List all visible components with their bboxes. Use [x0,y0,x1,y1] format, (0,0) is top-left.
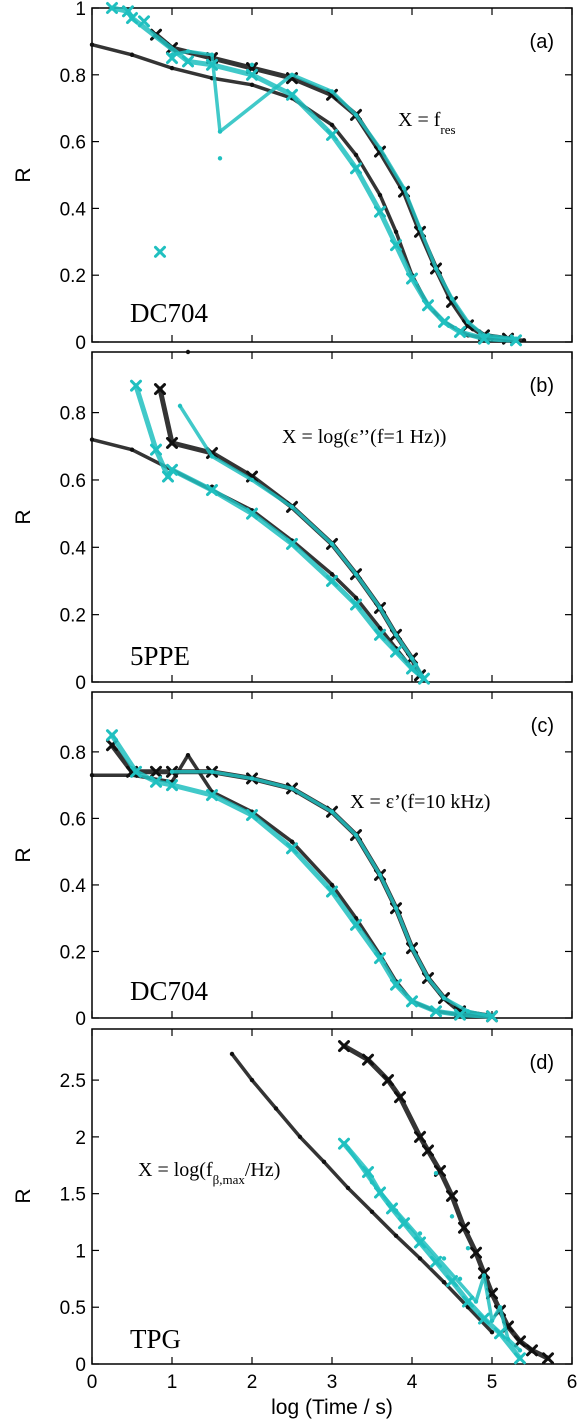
data-point-dot [449,1214,455,1219]
series-band [133,383,427,682]
panel-label: (d) [530,1052,554,1074]
series-cyan-cross [338,1137,526,1365]
formula-label: X = log(ε’’(f=1 Hz)) [282,426,446,448]
series-cyan-dot [169,49,519,341]
y-tick-label: 0.2 [60,266,86,287]
y-tick-label: 0.6 [60,133,86,154]
y-tick-label: 0.8 [60,66,86,87]
panel-a: 0 0.2 0.4 0.6 0.8 1 R (a) DC704 X = fres [12,0,573,354]
x-axis-label: log (Time / s) [271,1396,393,1419]
sample-label: TPG [130,1324,181,1354]
y-tick-label: 0.5 [60,1298,86,1319]
data-point-dot [465,1245,471,1251]
y-tick-label: 1 [75,1241,86,1262]
plot-frame [91,691,573,1019]
series-band [170,770,494,1019]
data-point-cross [166,52,178,65]
series-cyan-cross [106,729,498,1023]
x-tick-label: 4 [407,1372,418,1393]
formula-label: X = ε’(f=10 kHz) [350,791,490,813]
series-black-cross [338,1040,554,1365]
y-tick-label: 0 [75,673,86,694]
y-tick-label: 0.2 [60,942,86,963]
data-point-cross [154,245,166,258]
plot-frame [91,7,573,343]
panel-label: (a) [530,31,554,53]
sample-label: DC704 [130,298,209,328]
series-band [153,32,511,342]
y-tick-label: 0 [75,1355,86,1376]
sample-label: 5PPE [130,641,190,671]
panel-b: 0 0.2 0.4 0.6 0.8 R (b) 5PPE X = log(ε’’(f=1 Hz)… [12,349,573,694]
series-cyan-dot [169,769,495,1019]
series-band [178,404,426,681]
y-tick-label: 0.6 [60,471,86,492]
y-axis-label: R [12,509,35,524]
y-tick-label: 0.4 [60,199,87,220]
y-axis-label: R [12,167,35,182]
formula-label: X = fres [398,109,456,137]
y-tick-label: 0.8 [60,743,86,764]
series-band [90,42,526,343]
y-tick-label: 0 [75,333,86,354]
y-tick-label: 1.5 [60,1185,86,1206]
x-tick-label: 3 [327,1372,338,1393]
x-tick-label: 6 [567,1372,578,1393]
y-tick-label: 0.4 [60,538,87,559]
y-tick-label: 0 [75,1009,86,1030]
panel-label: (c) [531,715,554,737]
data-point-dot [249,62,255,67]
x-tick-label: 5 [487,1372,498,1393]
formula-label: X = log(fβ,max/Hz) [138,1159,280,1187]
panel-c: 0 0.2 0.4 0.6 0.8 R (c) DC704 X = ε’(f=10 kHz) [12,691,573,1030]
series-cyan-cross [130,379,430,685]
sample-label: DC704 [130,976,209,1006]
y-axis-label: R [12,847,35,862]
data-point-dot [441,1256,447,1261]
x-tick-label: 0 [87,1372,98,1393]
y-tick-label: 0.8 [60,404,86,425]
y-tick-label: 1 [75,0,86,20]
data-point-dot [217,156,223,161]
data-point-dot [185,349,191,355]
series-cyan-cross [106,2,522,347]
series-band [341,1043,551,1361]
panel-label: (b) [530,375,554,397]
y-tick-label: 2.5 [60,1071,86,1092]
x-tick-label: 2 [247,1372,258,1393]
y-tick-label: 0.2 [60,606,86,627]
y-tick-label: 0.6 [60,809,86,830]
y-tick-label: 0.4 [60,876,87,897]
series-band [109,5,519,343]
series-band [170,49,518,341]
series-band [109,732,495,1019]
panel-d: 0 1 2 3 4 5 6 0 0.5 1 1.5 2 2.5 R (d) TPG X = log(fβ,max… [12,1028,578,1393]
y-axis-label: R [12,1188,35,1203]
y-tick-label: 2 [75,1128,86,1149]
data-point-dot [433,1171,439,1176]
series-band [341,1141,523,1361]
x-tick-label: 1 [167,1372,178,1393]
